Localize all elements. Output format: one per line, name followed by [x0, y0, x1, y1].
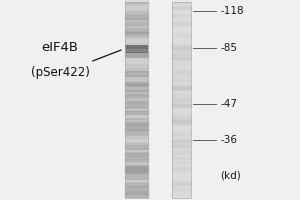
Bar [172, 2, 191, 198]
Bar [125, 2, 148, 198]
Bar [125, 2, 148, 198]
Text: -85: -85 [220, 43, 238, 53]
Bar [172, 2, 191, 198]
Text: -47: -47 [220, 99, 238, 109]
Text: -118: -118 [220, 6, 244, 16]
Text: eIF4B: eIF4B [41, 41, 79, 54]
Bar [125, 45, 148, 53]
Bar [172, 100, 191, 108]
Bar [125, 100, 148, 108]
Bar [127, 49, 147, 52]
Text: -36: -36 [220, 135, 238, 145]
Text: (pSer422): (pSer422) [31, 66, 89, 79]
Text: (kd): (kd) [220, 171, 241, 181]
